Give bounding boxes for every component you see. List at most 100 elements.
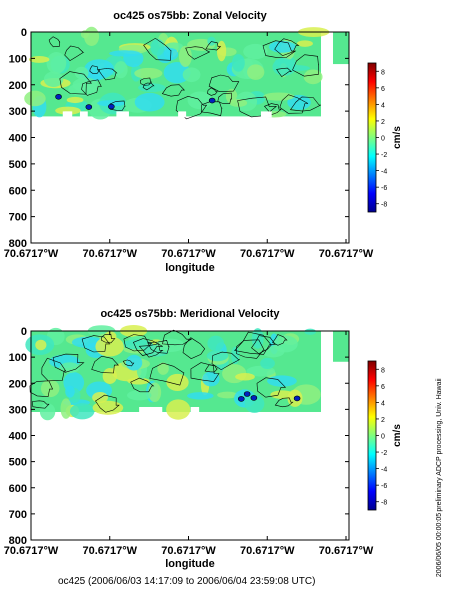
- velocity-patch: [272, 58, 296, 76]
- contour-line: [208, 74, 240, 93]
- contour-line: [59, 71, 92, 95]
- contour-line: [161, 84, 185, 97]
- colorbar-tick-label: 8: [381, 69, 385, 76]
- missing-data: [150, 406, 162, 413]
- velocity-patch: [69, 403, 95, 420]
- contour-line: [123, 334, 153, 352]
- colorbar-tick-label: -2: [381, 450, 387, 457]
- missing-data: [116, 111, 129, 118]
- y-tick-label: 500: [9, 457, 27, 469]
- colorbar-tick-label: 2: [381, 119, 385, 126]
- colorbar-tick-label: 6: [381, 384, 385, 391]
- y-tick-label: 800: [9, 238, 27, 250]
- contour-line: [81, 79, 102, 96]
- velocity-patch: [55, 106, 81, 115]
- colorbar-tick-label: -2: [381, 152, 387, 159]
- y-tick-label: 200: [9, 80, 27, 92]
- velocity-extreme: [208, 97, 216, 104]
- y-tick-label: 700: [9, 212, 27, 224]
- missing-data: [64, 111, 73, 118]
- contour-line: [185, 46, 210, 60]
- x-tick-label: 70.6717°W: [4, 545, 59, 557]
- x-tick-label: 70.6717°W: [319, 248, 374, 260]
- velocity-patch: [148, 382, 162, 403]
- velocity-patch: [60, 398, 72, 419]
- y-tick-label: 200: [9, 378, 27, 390]
- contour-line: [122, 359, 135, 367]
- velocity-patch: [304, 328, 317, 335]
- colorbar-tick-label: 0: [381, 136, 385, 143]
- contour-line: [48, 36, 61, 48]
- velocity-patch: [95, 336, 124, 357]
- contour-line: [175, 95, 208, 120]
- x-tick-label: 70.6717°W: [82, 545, 137, 557]
- contour-line: [276, 67, 293, 78]
- contour-line: [162, 329, 193, 346]
- velocity-patch: [80, 30, 90, 39]
- y-tick-label: 800: [9, 535, 27, 547]
- y-tick-label: 400: [9, 431, 27, 443]
- y-tick-label: 600: [9, 185, 27, 197]
- velocity-patch: [66, 96, 84, 104]
- xlabel-meridional: longitude: [165, 558, 215, 570]
- contour-line: [274, 38, 300, 57]
- velocity-patch: [296, 40, 313, 47]
- colorbar-label: cm/s: [392, 126, 403, 149]
- colorbar-tick-label: 0: [381, 434, 385, 441]
- contour-line: [204, 364, 218, 373]
- y-tick-label: 300: [9, 106, 27, 118]
- processing-timestamp: 2006/06/05 00:00:05: [436, 513, 443, 577]
- contour-line: [274, 397, 294, 408]
- y-tick-label: 0: [21, 326, 27, 338]
- colorbar-tick-label: -4: [381, 169, 387, 176]
- velocity-patch: [150, 38, 165, 56]
- contour-line: [289, 96, 321, 112]
- xlabel-zonal: longitude: [165, 262, 215, 274]
- missing-data: [190, 406, 200, 413]
- velocity-patch: [28, 55, 50, 63]
- colorbar-tick-label: -6: [381, 483, 387, 490]
- velocity-patch: [157, 362, 169, 375]
- contour-line: [292, 54, 319, 77]
- velocity-patch: [39, 403, 56, 421]
- y-tick-label: 500: [9, 159, 27, 171]
- contour-line: [32, 400, 50, 409]
- velocity-patch: [35, 339, 47, 351]
- y-tick-label: 600: [9, 483, 27, 495]
- velocity-patch: [134, 92, 165, 112]
- contour-line: [263, 103, 283, 115]
- contour-line: [81, 335, 111, 353]
- velocity-patch: [114, 61, 128, 79]
- colorbar-tick-label: 4: [381, 102, 385, 109]
- velocity-patch: [182, 67, 201, 83]
- velocity-patch: [72, 77, 99, 93]
- velocity-patch: [166, 373, 189, 392]
- processing-note: preliminary ADCP processing, Univ. Hawai…: [436, 378, 443, 512]
- velocity-patch: [24, 90, 46, 107]
- missing-data: [260, 111, 272, 118]
- meridional-colorbar: 8 6 4 2 0 -2 -4 -6 -8 cm/s: [367, 360, 403, 511]
- colorbar-scale: [367, 360, 377, 511]
- velocity-extreme: [243, 391, 251, 397]
- contour-line: [279, 94, 309, 114]
- missing-data: [79, 111, 88, 118]
- velocity-patch: [121, 339, 154, 350]
- velocity-patch: [125, 354, 143, 371]
- y-tick-label: 300: [9, 404, 27, 416]
- velocity-extreme: [108, 103, 115, 110]
- velocity-patch: [207, 335, 225, 352]
- zonal-colorbar: 8 6 4 2 0 -2 -4 -6 -8 cm/s: [367, 62, 403, 213]
- x-tick-label: 70.6717°W: [4, 248, 59, 260]
- velocity-patch: [178, 45, 192, 67]
- contour-line: [89, 65, 101, 74]
- velocity-extreme: [237, 396, 245, 402]
- contour-line: [142, 82, 155, 91]
- velocity-patch: [216, 40, 227, 62]
- contour-line: [143, 37, 172, 61]
- contour-line: [132, 338, 163, 356]
- y-tick-label: 100: [9, 53, 27, 65]
- colorbar-tick-label: -4: [381, 467, 387, 474]
- contour-line: [200, 101, 223, 117]
- contour-line: [182, 337, 206, 359]
